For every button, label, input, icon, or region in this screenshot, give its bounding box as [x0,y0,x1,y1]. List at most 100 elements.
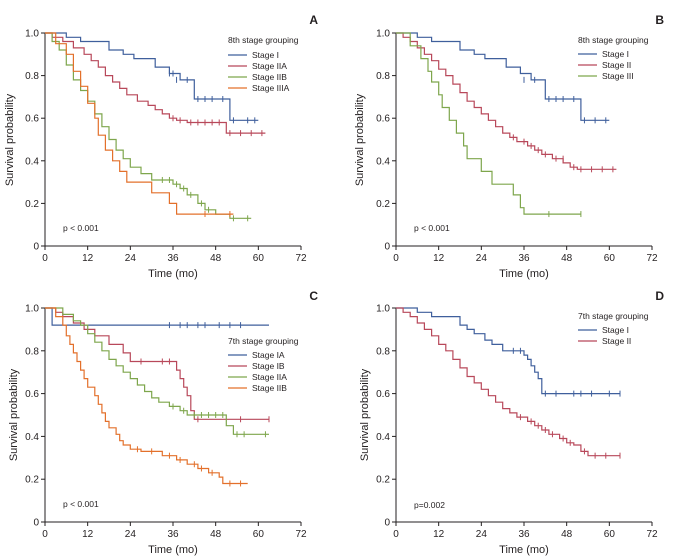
panel-a-y-tick-label: 0 [33,242,39,253]
panel-b-p-value: p < 0.001 [414,223,450,233]
panel-a-y-tick-label: 0.2 [25,199,39,210]
panel-d-legend-item: Stage II [578,336,631,346]
panel-b-legend-item: Stage II [578,60,631,70]
panel-d-y-tick-label: 0.4 [376,432,390,443]
panel-d-y-tick-label: 0 [384,518,390,529]
panel-c: C 7th stage grouping Stage IA Stage IB S… [8,289,318,556]
panel-d-y-tick-label: 0.8 [376,346,390,357]
panel-a-y-axis-title: Survival probability [4,93,16,186]
panel-a-x-tick-label: 24 [125,253,137,264]
panel-d-y-tick-label: 1.0 [376,304,390,315]
panel-d-axes: 0 12 24 36 48 60 72 0 0.2 0.4 0.6 0.8 1.0 Time (mo) Su… [359,304,658,557]
panel-b-x-tick-label: 0 [393,253,399,264]
panel-c-legend-label: Stage IIB [252,383,287,393]
panel-a-survival-curve [45,32,252,219]
panel-c-y-tick-label: 0.2 [25,475,39,486]
panel-b-y-tick-label: 0.8 [376,71,390,82]
panel-b-x-tick-label: 24 [476,253,488,264]
panel-c-legend-label: Stage IB [252,361,285,371]
panel-d-x-tick-label: 0 [393,529,399,540]
panel-d-series-2 [396,307,621,459]
panel-c-x-tick-label: 48 [210,529,222,540]
panel-c-series-4 [45,307,248,487]
panel-a-x-tick-label: 60 [253,253,265,264]
panel-c-y-tick-label: 0.6 [25,389,39,400]
panel-b-y-tick-label: 0.4 [376,156,390,167]
panel-c-y-axis-title: Survival probability [8,368,20,461]
panel-a-y-tick-label: 1.0 [25,29,39,40]
panel-a-legend-label: Stage I [252,50,279,60]
panel-b-legend-title: 8th stage grouping [578,35,649,45]
panel-a-x-tick-label: 12 [82,253,94,264]
panel-a-x-tick-label: 48 [210,253,222,264]
panel-c-series-1 [45,307,269,329]
panel-d-p-value: p=0.002 [414,500,445,510]
panel-d-survival-curve [396,307,620,457]
panel-c-legend-item: Stage IIB [228,383,287,393]
panel-b: B 8th stage grouping Stage I Stage II St… [354,13,664,280]
panel-a-legend-item: Stage I [228,50,279,60]
panel-a-survival-curve [45,32,259,121]
panel-d-y-tick-label: 0.2 [376,475,390,486]
panel-d-letter: D [655,289,664,303]
panel-b-x-tick-label: 36 [518,253,530,264]
panel-b-legend-label: Stage I [602,49,629,59]
panel-b-y-tick-label: 0 [384,242,390,253]
panel-a-legend-item: Stage IIB [228,72,287,82]
panel-b-y-axis-title: Survival probability [354,93,366,186]
panel-a-axes: 0 12 24 36 48 60 72 0 0.2 0.4 0.6 0.8 1.0 Time (mo) Su… [4,29,307,281]
panel-d-x-tick-label: 72 [646,529,658,540]
panel-b-survival-curve [396,32,581,215]
panel-b-series-1 [396,32,610,124]
panel-d-y-tick-label: 0.6 [376,389,390,400]
panel-c-survival-curve [45,307,269,420]
panel-a-series-4 [45,32,234,218]
panel-c-x-tick-label: 36 [167,529,179,540]
panel-c-x-tick-label: 0 [42,529,48,540]
panel-c-letter: C [309,289,318,303]
panel-d-x-tick-label: 48 [561,529,573,540]
panel-c-x-tick-label: 12 [82,529,94,540]
panel-d-legend-item: Stage I [578,325,629,335]
panel-c-x-axis-title: Time (mo) [148,544,198,556]
panel-b-legend-item: Stage I [578,49,629,59]
panel-c-p-value: p < 0.001 [63,499,99,509]
panel-a-series-2 [45,32,266,137]
panel-a-legend-label: Stage IIIA [252,83,290,93]
panel-a-x-tick-label: 72 [295,253,307,264]
panel-a-series-1 [45,32,259,124]
panel-c-axes: 0 12 24 36 48 60 72 0 0.2 0.4 0.6 0.8 1.0 Time (mo) Su… [8,304,307,557]
panel-b-y-tick-label: 0.6 [376,114,390,125]
panel-a-x-tick-label: 0 [42,253,48,264]
panel-a-legend-title: 8th stage grouping [228,35,299,45]
panel-b-x-tick-label: 72 [646,253,658,264]
panel-c-y-tick-label: 0.8 [25,346,39,357]
panel-a-letter: A [309,13,318,27]
panel-d-legend-label: Stage I [602,325,629,335]
panel-a-y-tick-label: 0.8 [25,71,39,82]
panel-a-survival-curve [45,32,234,215]
panel-a-legend-item: Stage IIA [228,61,287,71]
panel-c-x-tick-label: 24 [125,529,137,540]
panel-d-legend-label: Stage II [602,336,631,346]
panel-d-x-axis-title: Time (mo) [499,544,549,556]
panel-c-survival-curve [45,307,269,435]
panel-c-y-tick-label: 0 [33,518,39,529]
panel-b-x-tick-label: 60 [604,253,616,264]
panel-a-y-tick-label: 0.4 [25,156,39,167]
panel-b-y-tick-label: 0.2 [376,199,390,210]
panel-b-survival-curve [396,32,617,170]
panel-d-survival-curve [396,307,620,395]
panel-d-legend-title: 7th stage grouping [578,311,649,321]
panel-a-p-value: p < 0.001 [63,223,99,233]
panel-c-survival-curve [45,307,248,485]
panel-c-x-tick-label: 60 [253,529,265,540]
panel-b-series-2 [396,32,617,173]
panel-a-x-tick-label: 36 [167,253,179,264]
panel-d-y-axis-title: Survival probability [359,368,371,461]
panel-b-legend-label: Stage II [602,60,631,70]
panel-a-x-axis-title: Time (mo) [148,268,198,280]
panel-a-legend-label: Stage IIA [252,61,287,71]
panel-a: A 8th stage grouping Stage I Stage IIA S… [4,13,318,280]
